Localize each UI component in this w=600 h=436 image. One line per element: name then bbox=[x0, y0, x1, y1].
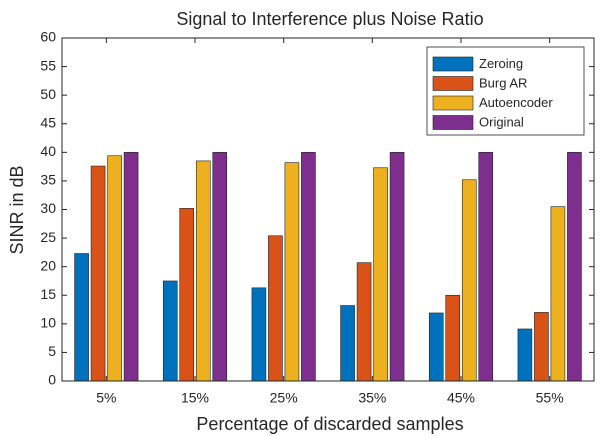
bar bbox=[567, 152, 582, 382]
legend-swatch bbox=[432, 95, 474, 111]
y-tick-label: 25 bbox=[40, 229, 56, 245]
bar bbox=[195, 160, 211, 382]
y-tick-label: 5 bbox=[48, 343, 56, 359]
bar bbox=[301, 152, 316, 382]
y-tick-label: 60 bbox=[40, 29, 56, 45]
y-axis-label: SINR in dB bbox=[7, 165, 27, 254]
x-axis-label: Percentage of discarded samples bbox=[196, 414, 463, 434]
bar bbox=[445, 294, 461, 382]
y-tick-label: 55 bbox=[40, 57, 56, 73]
bar bbox=[373, 167, 388, 382]
legend-label: Original bbox=[479, 114, 524, 129]
bar bbox=[107, 155, 122, 382]
y-tick-label: 0 bbox=[48, 372, 56, 388]
bar bbox=[123, 152, 139, 382]
y-tick-label: 40 bbox=[40, 143, 56, 159]
bar bbox=[517, 328, 533, 382]
bar bbox=[251, 287, 267, 382]
x-tick-label: 45% bbox=[447, 390, 475, 406]
bar bbox=[461, 179, 477, 382]
bar bbox=[428, 312, 444, 382]
chart-title: Signal to Interference plus Noise Ratio bbox=[176, 9, 483, 29]
y-tick-label: 20 bbox=[40, 257, 56, 273]
bar bbox=[179, 208, 195, 382]
legend-label: Burg AR bbox=[479, 75, 527, 90]
y-tick-label: 45 bbox=[40, 114, 56, 130]
bar bbox=[74, 253, 89, 382]
legend-swatch bbox=[432, 76, 474, 91]
bar bbox=[268, 235, 283, 382]
bar bbox=[212, 152, 228, 382]
legend-label: Autoencoder bbox=[479, 95, 553, 110]
axes-box bbox=[61, 37, 595, 382]
legend-label: Zeroing bbox=[479, 56, 523, 71]
y-tick-label: 35 bbox=[40, 172, 56, 188]
x-tick-label: 25% bbox=[270, 390, 298, 406]
y-tick-label: 30 bbox=[40, 200, 56, 216]
bar bbox=[284, 162, 300, 382]
bar bbox=[90, 165, 106, 382]
y-tick-label: 50 bbox=[40, 86, 56, 102]
x-tick-label: 5% bbox=[96, 390, 116, 406]
bar bbox=[478, 152, 494, 382]
x-tick-label: 35% bbox=[358, 390, 386, 406]
bar bbox=[162, 280, 178, 382]
x-tick-label: 15% bbox=[181, 390, 209, 406]
bar bbox=[534, 312, 549, 382]
legend-swatch bbox=[432, 115, 474, 130]
bar bbox=[389, 152, 405, 382]
bar bbox=[550, 206, 566, 382]
bar bbox=[340, 305, 355, 382]
y-tick-label: 15 bbox=[40, 286, 56, 302]
legend-swatch bbox=[432, 56, 474, 72]
bar bbox=[356, 262, 372, 382]
y-tick-label: 10 bbox=[40, 315, 56, 331]
x-tick-label: 55% bbox=[536, 390, 564, 406]
